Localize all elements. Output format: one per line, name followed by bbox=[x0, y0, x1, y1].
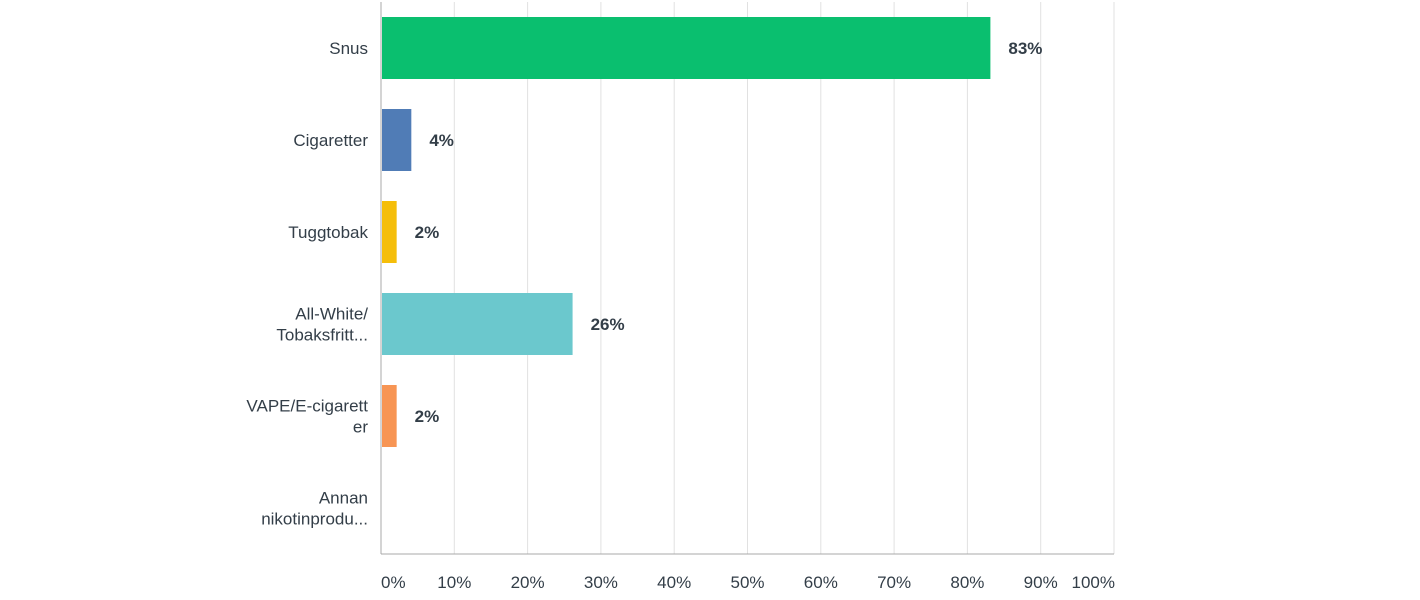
category-label: Snus bbox=[329, 39, 368, 58]
x-tick-labels: 0% 10% 20% 30% 40% 50% 60% 70% 80% 90% 100% bbox=[381, 573, 1115, 592]
gridlines bbox=[453, 2, 1115, 554]
category-label-line: er bbox=[353, 418, 368, 437]
category-label-line: VAPE/E-cigarett bbox=[246, 397, 368, 416]
x-tick-label: 30% bbox=[584, 573, 618, 592]
bar bbox=[382, 293, 573, 355]
x-tick-label: 40% bbox=[657, 573, 691, 592]
value-label: 26% bbox=[591, 315, 625, 334]
value-label: 4% bbox=[429, 131, 454, 150]
category-label: VAPE/E-cigarett er bbox=[246, 397, 368, 437]
category-label-line: Tuggtobak bbox=[288, 223, 368, 242]
x-tick-label: 60% bbox=[804, 573, 838, 592]
bar bbox=[382, 385, 397, 447]
value-label: 83% bbox=[1008, 39, 1042, 58]
category-label-line: Cigaretter bbox=[293, 131, 368, 150]
category-label: Cigaretter bbox=[293, 131, 368, 150]
bar bbox=[382, 17, 991, 79]
category-label: All-White/Tobaksfritt... bbox=[276, 305, 368, 345]
x-tick-label: 80% bbox=[950, 573, 984, 592]
category-label-line: Snus bbox=[329, 39, 368, 58]
category-label: Tuggtobak bbox=[288, 223, 368, 242]
category-label-line: All-White/ bbox=[295, 305, 368, 324]
x-tick-label: 20% bbox=[511, 573, 545, 592]
x-tick-label: 0% bbox=[381, 573, 406, 592]
category-label-line: Annan bbox=[319, 489, 368, 508]
x-tick-label: 50% bbox=[730, 573, 764, 592]
x-tick-label: 10% bbox=[437, 573, 471, 592]
value-label: 2% bbox=[415, 223, 440, 242]
bar bbox=[382, 109, 412, 171]
x-tick-label: 70% bbox=[877, 573, 911, 592]
x-tick-label: 90% bbox=[1024, 573, 1058, 592]
x-tick-label: 100% bbox=[1072, 573, 1115, 592]
category-label-line: Tobaksfritt... bbox=[276, 326, 368, 345]
value-label: 2% bbox=[415, 407, 440, 426]
category-label: Annan nikotinprodu... bbox=[261, 489, 368, 529]
category-label-line: nikotinprodu... bbox=[261, 510, 368, 529]
bar bbox=[382, 201, 397, 263]
